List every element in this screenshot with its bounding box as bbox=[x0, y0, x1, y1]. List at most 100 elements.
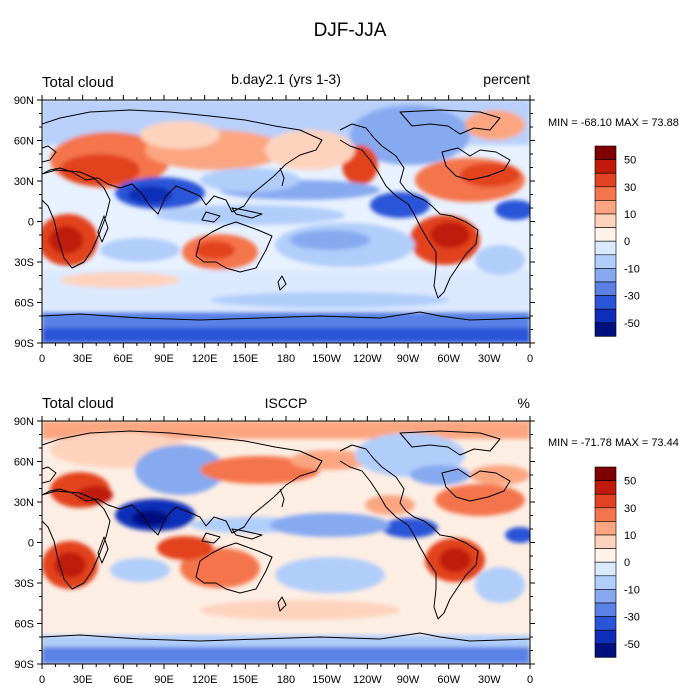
panel-observed-lon-tick-label: 30W bbox=[478, 674, 501, 686]
colorbar-observed: 50 30 10 0 -10 -30 -50 bbox=[594, 466, 640, 658]
panel-observed-ticks bbox=[37, 416, 535, 669]
panel-observed-lon-tick-label: 60E bbox=[114, 674, 134, 686]
panel-model-lon-tick-label: 90W bbox=[397, 353, 420, 365]
colorbar-observed-label: 0 bbox=[624, 557, 630, 569]
colorbar-observed-swatch bbox=[594, 602, 617, 617]
colorbar-observed-swatch bbox=[594, 561, 617, 577]
colorbar-observed-swatch bbox=[594, 534, 617, 549]
panel-observed-lon-tick-label: 180 bbox=[277, 674, 295, 686]
panel-model-lat-tick-label: 30N bbox=[14, 176, 34, 188]
colorbar-observed-swatch bbox=[594, 493, 617, 509]
panel-observed-lat-tick-labels: 90N 60N 30N 0 30S 60S 90S bbox=[14, 416, 34, 671]
panel-model-lat-tick-label: 60N bbox=[14, 136, 34, 148]
panel-observed-lon-tick-label: 120E bbox=[192, 674, 218, 686]
panel-observed-lon-tick-label: 150W bbox=[312, 674, 341, 686]
panel-model-lon-tick-label: 30E bbox=[73, 353, 93, 365]
panel-observed-lon-tick-label: 60W bbox=[437, 674, 460, 686]
panel-model-lon-tick-label: 90E bbox=[154, 353, 174, 365]
panel-observed: Total cloud ISCCP % MIN = -71.78 MAX = 7… bbox=[14, 395, 679, 686]
colorbar-model-swatch bbox=[594, 268, 617, 283]
colorbar-model-swatch bbox=[594, 186, 617, 201]
colorbar-observed-swatch bbox=[594, 643, 617, 658]
colorbar-observed-label: 30 bbox=[624, 503, 636, 515]
colorbar-model-swatch bbox=[594, 145, 617, 160]
colorbar-observed-swatch bbox=[594, 507, 617, 522]
colorbar-model-label: -10 bbox=[624, 263, 640, 275]
panel-model-left-label: Total cloud bbox=[42, 74, 114, 91]
colorbar-model-swatch bbox=[594, 281, 617, 296]
panel-model-ticks bbox=[37, 95, 535, 348]
colorbar-model-label: 0 bbox=[624, 236, 630, 248]
panel-model-lon-tick-label: 120W bbox=[353, 353, 382, 365]
panel-model-lat-tick-label: 90S bbox=[14, 338, 34, 350]
colorbar-observed-swatch bbox=[594, 466, 617, 481]
colorbar-model-swatch bbox=[594, 213, 617, 228]
panel-observed-lon-tick-label: 30E bbox=[73, 674, 93, 686]
colorbar-model-swatch bbox=[594, 322, 617, 337]
panel-observed-map bbox=[42, 421, 530, 664]
colorbar-observed-swatch bbox=[594, 629, 617, 645]
panel-observed-lat-tick-label: 30N bbox=[14, 497, 34, 509]
colorbar-model-swatch bbox=[594, 240, 617, 256]
colorbar-model-swatch bbox=[594, 159, 617, 174]
colorbar-observed-label: -10 bbox=[624, 584, 640, 596]
colorbar-model-label: -30 bbox=[624, 291, 640, 303]
panel-model-lon-tick-label: 150W bbox=[312, 353, 341, 365]
panel-model-lat-tick-label: 0 bbox=[28, 217, 34, 229]
colorbar-model-swatch bbox=[594, 308, 617, 324]
panel-model-lat-tick-label: 60S bbox=[14, 298, 34, 310]
panel-observed-lat-tick-label: 60N bbox=[14, 457, 34, 469]
panel-model-lon-tick-label: 0 bbox=[527, 353, 533, 365]
colorbar-observed-swatch bbox=[594, 616, 617, 631]
panel-observed-coastlines bbox=[42, 430, 530, 642]
colorbar-model-swatch bbox=[594, 172, 617, 188]
panel-observed-minmax: MIN = -71.78 MAX = 73.44 bbox=[548, 437, 679, 449]
panel-model-units-label: percent bbox=[483, 71, 530, 87]
colorbar-model-label: 10 bbox=[624, 209, 636, 221]
panel-model-lon-tick-label: 150E bbox=[232, 353, 258, 365]
panel-model-lon-tick-label: 0 bbox=[39, 353, 45, 365]
colorbar-model-swatch bbox=[594, 200, 617, 215]
colorbar-model-swatch bbox=[594, 254, 617, 269]
panel-model-lon-tick-labels: 0 30E 60E 90E 120E 150E 180 150W 120W 90W 60W 30W 0 bbox=[39, 353, 533, 365]
colorbar-model-label: 30 bbox=[624, 182, 636, 194]
panel-model-lon-tick-label: 120E bbox=[192, 353, 218, 365]
panel-observed-lon-tick-label: 120W bbox=[353, 674, 382, 686]
colorbar-model-swatch bbox=[594, 227, 617, 242]
panel-observed-lat-tick-label: 30S bbox=[14, 578, 34, 590]
panel-observed-lat-tick-label: 90N bbox=[14, 416, 34, 428]
panel-observed-lon-tick-label: 0 bbox=[527, 674, 533, 686]
panel-model-lon-tick-label: 60E bbox=[114, 353, 134, 365]
panel-observed-units-label: % bbox=[518, 395, 530, 411]
panel-model-lat-tick-label: 90N bbox=[14, 95, 34, 107]
colorbar-model-label: -50 bbox=[624, 318, 640, 330]
panel-model-lon-tick-label: 30W bbox=[478, 353, 501, 365]
colorbar-observed-label: 10 bbox=[624, 530, 636, 542]
panel-model-anomaly-field bbox=[42, 100, 530, 343]
panel-observed-center-label: ISCCP bbox=[265, 395, 308, 411]
panel-model: Total cloud b.day2.1 (yrs 1-3) percent M… bbox=[14, 71, 679, 365]
panel-observed-lon-tick-label: 90E bbox=[154, 674, 174, 686]
colorbar-observed-swatch bbox=[594, 575, 617, 590]
colorbar-model: 50 30 10 0 -10 -30 -50 bbox=[594, 145, 640, 337]
colorbar-observed-swatch bbox=[594, 480, 617, 495]
colorbar-observed-label: -50 bbox=[624, 639, 640, 651]
colorbar-model-label: 50 bbox=[624, 155, 636, 167]
panel-model-minmax: MIN = -68.10 MAX = 73.88 bbox=[548, 117, 679, 129]
panel-observed-lon-tick-label: 90W bbox=[397, 674, 420, 686]
panel-model-lon-tick-label: 60W bbox=[437, 353, 460, 365]
panel-observed-lon-tick-label: 150E bbox=[232, 674, 258, 686]
colorbar-observed-swatch bbox=[594, 548, 617, 563]
colorbar-model-swatch bbox=[594, 295, 617, 310]
panel-observed-left-label: Total cloud bbox=[42, 395, 114, 412]
colorbar-observed-swatch bbox=[594, 589, 617, 604]
panel-observed-lon-tick-labels: 0 30E 60E 90E 120E 150E 180 150W 120W 90W 60W 30W 0 bbox=[39, 674, 533, 686]
panel-model-lat-tick-labels: 90N 60N 30N 0 30S 60S 90S bbox=[14, 95, 34, 350]
panel-observed-lat-tick-label: 0 bbox=[28, 538, 34, 550]
panel-observed-lon-tick-label: 0 bbox=[39, 674, 45, 686]
colorbar-observed-label: -30 bbox=[624, 612, 640, 624]
panel-model-map bbox=[42, 100, 530, 343]
colorbar-observed-label: 50 bbox=[624, 476, 636, 488]
panel-model-coastlines bbox=[42, 109, 530, 321]
figure-title: DJF-JJA bbox=[313, 20, 387, 41]
